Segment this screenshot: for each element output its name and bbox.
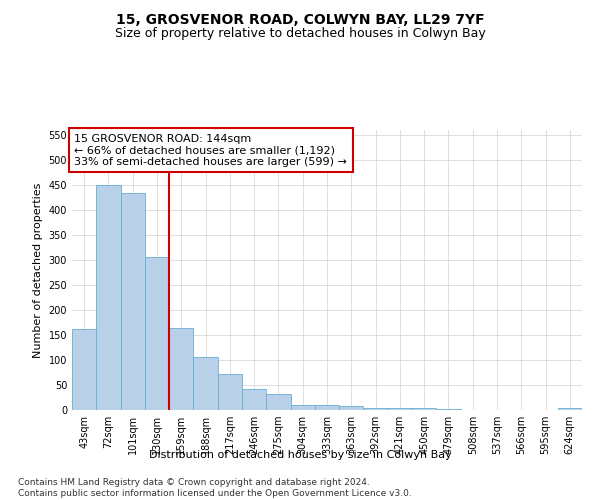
- Text: Contains HM Land Registry data © Crown copyright and database right 2024.
Contai: Contains HM Land Registry data © Crown c…: [18, 478, 412, 498]
- Bar: [266, 394, 290, 410]
- Bar: [388, 408, 412, 410]
- Y-axis label: Number of detached properties: Number of detached properties: [33, 182, 43, 358]
- Bar: [145, 256, 169, 410]
- Bar: [412, 408, 436, 410]
- Text: 15 GROSVENOR ROAD: 144sqm
← 66% of detached houses are smaller (1,192)
33% of se: 15 GROSVENOR ROAD: 144sqm ← 66% of detac…: [74, 134, 347, 166]
- Bar: [72, 328, 96, 410]
- Bar: [339, 406, 364, 410]
- Bar: [364, 408, 388, 410]
- Bar: [96, 185, 121, 410]
- Bar: [218, 374, 242, 410]
- Bar: [315, 405, 339, 410]
- Bar: [558, 408, 582, 410]
- Bar: [169, 328, 193, 410]
- Text: Distribution of detached houses by size in Colwyn Bay: Distribution of detached houses by size …: [149, 450, 451, 460]
- Bar: [242, 388, 266, 410]
- Bar: [193, 356, 218, 410]
- Bar: [436, 409, 461, 410]
- Text: 15, GROSVENOR ROAD, COLWYN BAY, LL29 7YF: 15, GROSVENOR ROAD, COLWYN BAY, LL29 7YF: [116, 12, 484, 26]
- Bar: [121, 192, 145, 410]
- Text: Size of property relative to detached houses in Colwyn Bay: Size of property relative to detached ho…: [115, 28, 485, 40]
- Bar: [290, 405, 315, 410]
